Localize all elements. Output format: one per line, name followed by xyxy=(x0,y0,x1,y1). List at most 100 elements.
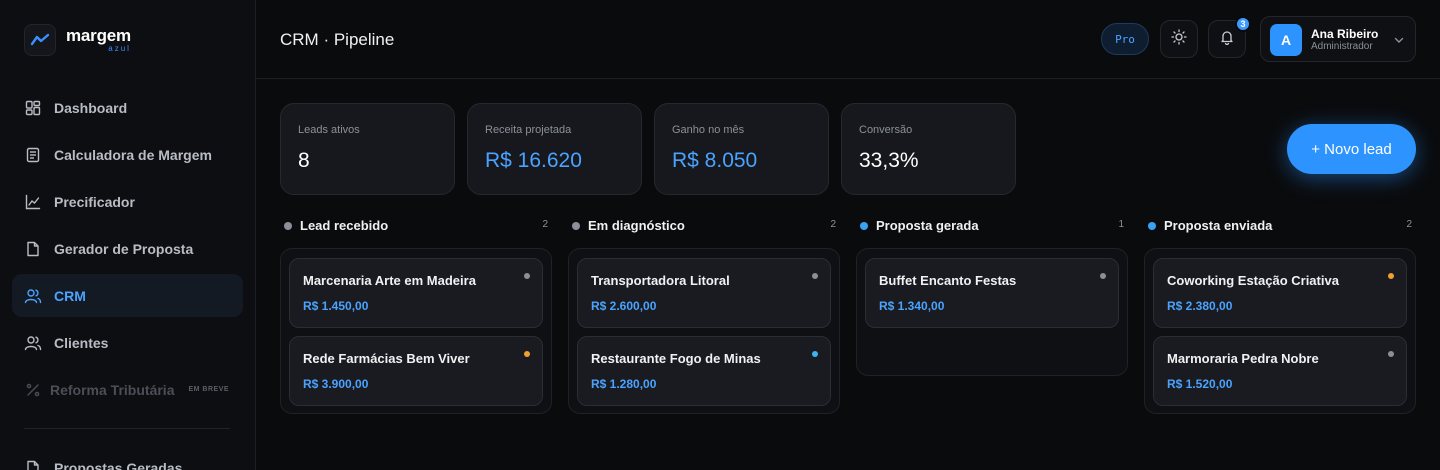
calculator-icon xyxy=(24,146,42,164)
sidebar-nav: Dashboard Calculadora de Margem Precific… xyxy=(12,86,243,415)
avatar: A xyxy=(1270,24,1302,56)
lead-name: Restaurante Fogo de Minas xyxy=(591,351,761,366)
page-title: CRM · Pipeline xyxy=(280,30,395,49)
logo-chart-icon xyxy=(24,24,56,56)
status-dot xyxy=(1388,273,1394,279)
stat-label: Receita projetada xyxy=(485,124,572,136)
status-dot xyxy=(812,351,818,357)
lead-value: R$ 2.600,00 xyxy=(591,299,657,313)
lead-name: Buffet Encanto Festas xyxy=(879,273,1017,288)
sidebar-item-crm[interactable]: CRM xyxy=(12,274,243,317)
stage-dot xyxy=(1148,222,1156,230)
stat-card-leads: Leads ativos 8 xyxy=(280,103,455,195)
pipeline-column-header: Lead recebido 2 xyxy=(280,216,552,236)
new-lead-button[interactable]: + Novo lead xyxy=(1287,124,1416,174)
user-icon xyxy=(24,334,42,352)
pipeline-column: Transportadora Litoral R$ 2.600,00 Resta… xyxy=(568,248,840,414)
stat-value: 8 xyxy=(298,149,310,172)
stat-card-won: Ganho no mês R$ 8.050 xyxy=(654,103,829,195)
lead-name: Rede Farmácias Bem Viver xyxy=(303,351,470,366)
lead-name: Marcenaria Arte em Madeira xyxy=(303,273,476,288)
theme-toggle-button[interactable] xyxy=(1160,20,1198,58)
pipeline-column: Buffet Encanto Festas R$ 1.340,00 xyxy=(856,248,1128,376)
stat-card-revenue: Receita projetada R$ 16.620 xyxy=(467,103,642,195)
stage-title: Proposta enviada xyxy=(1164,218,1273,233)
sidebar-item-propostas[interactable]: Propostas Geradas xyxy=(12,446,243,470)
brand-name: margem xyxy=(66,26,131,45)
notifications-button[interactable]: 3 xyxy=(1208,16,1251,58)
stage-dot xyxy=(572,222,580,230)
user-menu[interactable]: A Ana Ribeiro Administrador xyxy=(1260,16,1416,62)
stat-value: R$ 8.050 xyxy=(672,149,758,172)
sidebar-divider xyxy=(24,428,230,429)
lead-card[interactable]: Rede Farmácias Bem Viver R$ 3.900,00 xyxy=(289,336,543,406)
user-name: Ana Ribeiro xyxy=(1311,27,1379,41)
sidebar-item-calculadora[interactable]: Calculadora de Margem xyxy=(12,133,243,176)
stat-label: Conversão xyxy=(859,124,913,136)
stage-count: 1 xyxy=(1118,219,1124,230)
lead-name: Transportadora Litoral xyxy=(591,273,730,288)
stage-dot xyxy=(284,222,292,230)
lead-value: R$ 1.280,00 xyxy=(591,377,657,391)
stage-count: 2 xyxy=(830,219,836,230)
lead-value: R$ 3.900,00 xyxy=(303,377,369,391)
lead-value: R$ 2.380,00 xyxy=(1167,299,1233,313)
chart-line-icon xyxy=(24,193,42,211)
document-icon xyxy=(24,459,42,470)
bell-icon xyxy=(1219,29,1235,50)
chevron-down-icon xyxy=(1393,33,1405,51)
sun-icon xyxy=(1171,28,1187,50)
lead-name: Coworking Estação Criativa xyxy=(1167,273,1339,288)
notification-count-badge: 3 xyxy=(1235,16,1251,32)
lead-card[interactable]: Buffet Encanto Festas R$ 1.340,00 xyxy=(865,258,1119,328)
lead-card[interactable]: Marmoraria Pedra Nobre R$ 1.520,00 xyxy=(1153,336,1407,406)
stage-count: 2 xyxy=(1406,219,1412,230)
lead-card[interactable]: Coworking Estação Criativa R$ 2.380,00 xyxy=(1153,258,1407,328)
coming-soon-badge: EM BREVE xyxy=(188,386,230,393)
document-icon xyxy=(24,240,42,258)
pipeline-column: Marcenaria Arte em Madeira R$ 1.450,00 R… xyxy=(280,248,552,414)
sidebar-item-label: CRM xyxy=(54,287,86,304)
pipeline-column-header: Proposta enviada 2 xyxy=(1144,216,1416,236)
stage-title: Proposta gerada xyxy=(876,218,979,233)
lead-card[interactable]: Restaurante Fogo de Minas R$ 1.280,00 xyxy=(577,336,831,406)
lead-name: Marmoraria Pedra Nobre xyxy=(1167,351,1319,366)
top-bar: CRM · Pipeline Pro 3 A Ana Ribeiro Admin… xyxy=(256,0,1440,79)
sidebar-item-label: Propostas Geradas xyxy=(54,459,183,470)
status-dot xyxy=(1100,273,1106,279)
sidebar-item-clientes[interactable]: Clientes xyxy=(12,321,243,364)
users-icon xyxy=(24,287,42,305)
stage-title: Em diagnóstico xyxy=(588,218,685,233)
user-role: Administrador xyxy=(1311,41,1373,52)
plan-badge: Pro xyxy=(1101,23,1149,55)
sidebar-nav-secondary: Propostas Geradas xyxy=(12,446,243,470)
status-dot xyxy=(812,273,818,279)
stat-value: R$ 16.620 xyxy=(485,149,582,172)
lead-card[interactable]: Transportadora Litoral R$ 2.600,00 xyxy=(577,258,831,328)
stage-count: 2 xyxy=(542,219,548,230)
pipeline-column-header: Proposta gerada 1 xyxy=(856,216,1128,236)
lead-card[interactable]: Marcenaria Arte em Madeira R$ 1.450,00 xyxy=(289,258,543,328)
lead-value: R$ 1.520,00 xyxy=(1167,377,1233,391)
sidebar-item-label: Calculadora de Margem xyxy=(54,146,212,163)
sidebar: margem azul Dashboard Calculadora de Mar… xyxy=(0,0,256,470)
sidebar-item-label: Reforma Tributária xyxy=(50,381,175,398)
sidebar-item-gerador[interactable]: Gerador de Proposta xyxy=(12,227,243,270)
sidebar-item-label: Clientes xyxy=(54,334,109,351)
stat-value: 33,3% xyxy=(859,149,919,172)
stat-label: Ganho no mês xyxy=(672,124,745,136)
sidebar-item-label: Gerador de Proposta xyxy=(54,240,194,257)
status-dot xyxy=(1388,351,1394,357)
sidebar-item-precificador[interactable]: Precificador xyxy=(12,180,243,223)
stat-label: Leads ativos xyxy=(298,124,360,136)
brand-logo[interactable]: margem azul xyxy=(24,24,131,56)
status-dot xyxy=(524,351,530,357)
status-dot xyxy=(524,273,530,279)
stage-title: Lead recebido xyxy=(300,218,389,233)
sidebar-item-reforma: Reforma Tributária EM BREVE xyxy=(12,368,243,411)
stage-dot xyxy=(860,222,868,230)
pipeline-column-header: Em diagnóstico 2 xyxy=(568,216,840,236)
pipeline-column: Coworking Estação Criativa R$ 2.380,00 M… xyxy=(1144,248,1416,414)
sidebar-item-dashboard[interactable]: Dashboard xyxy=(12,86,243,129)
lead-value: R$ 1.340,00 xyxy=(879,299,945,313)
